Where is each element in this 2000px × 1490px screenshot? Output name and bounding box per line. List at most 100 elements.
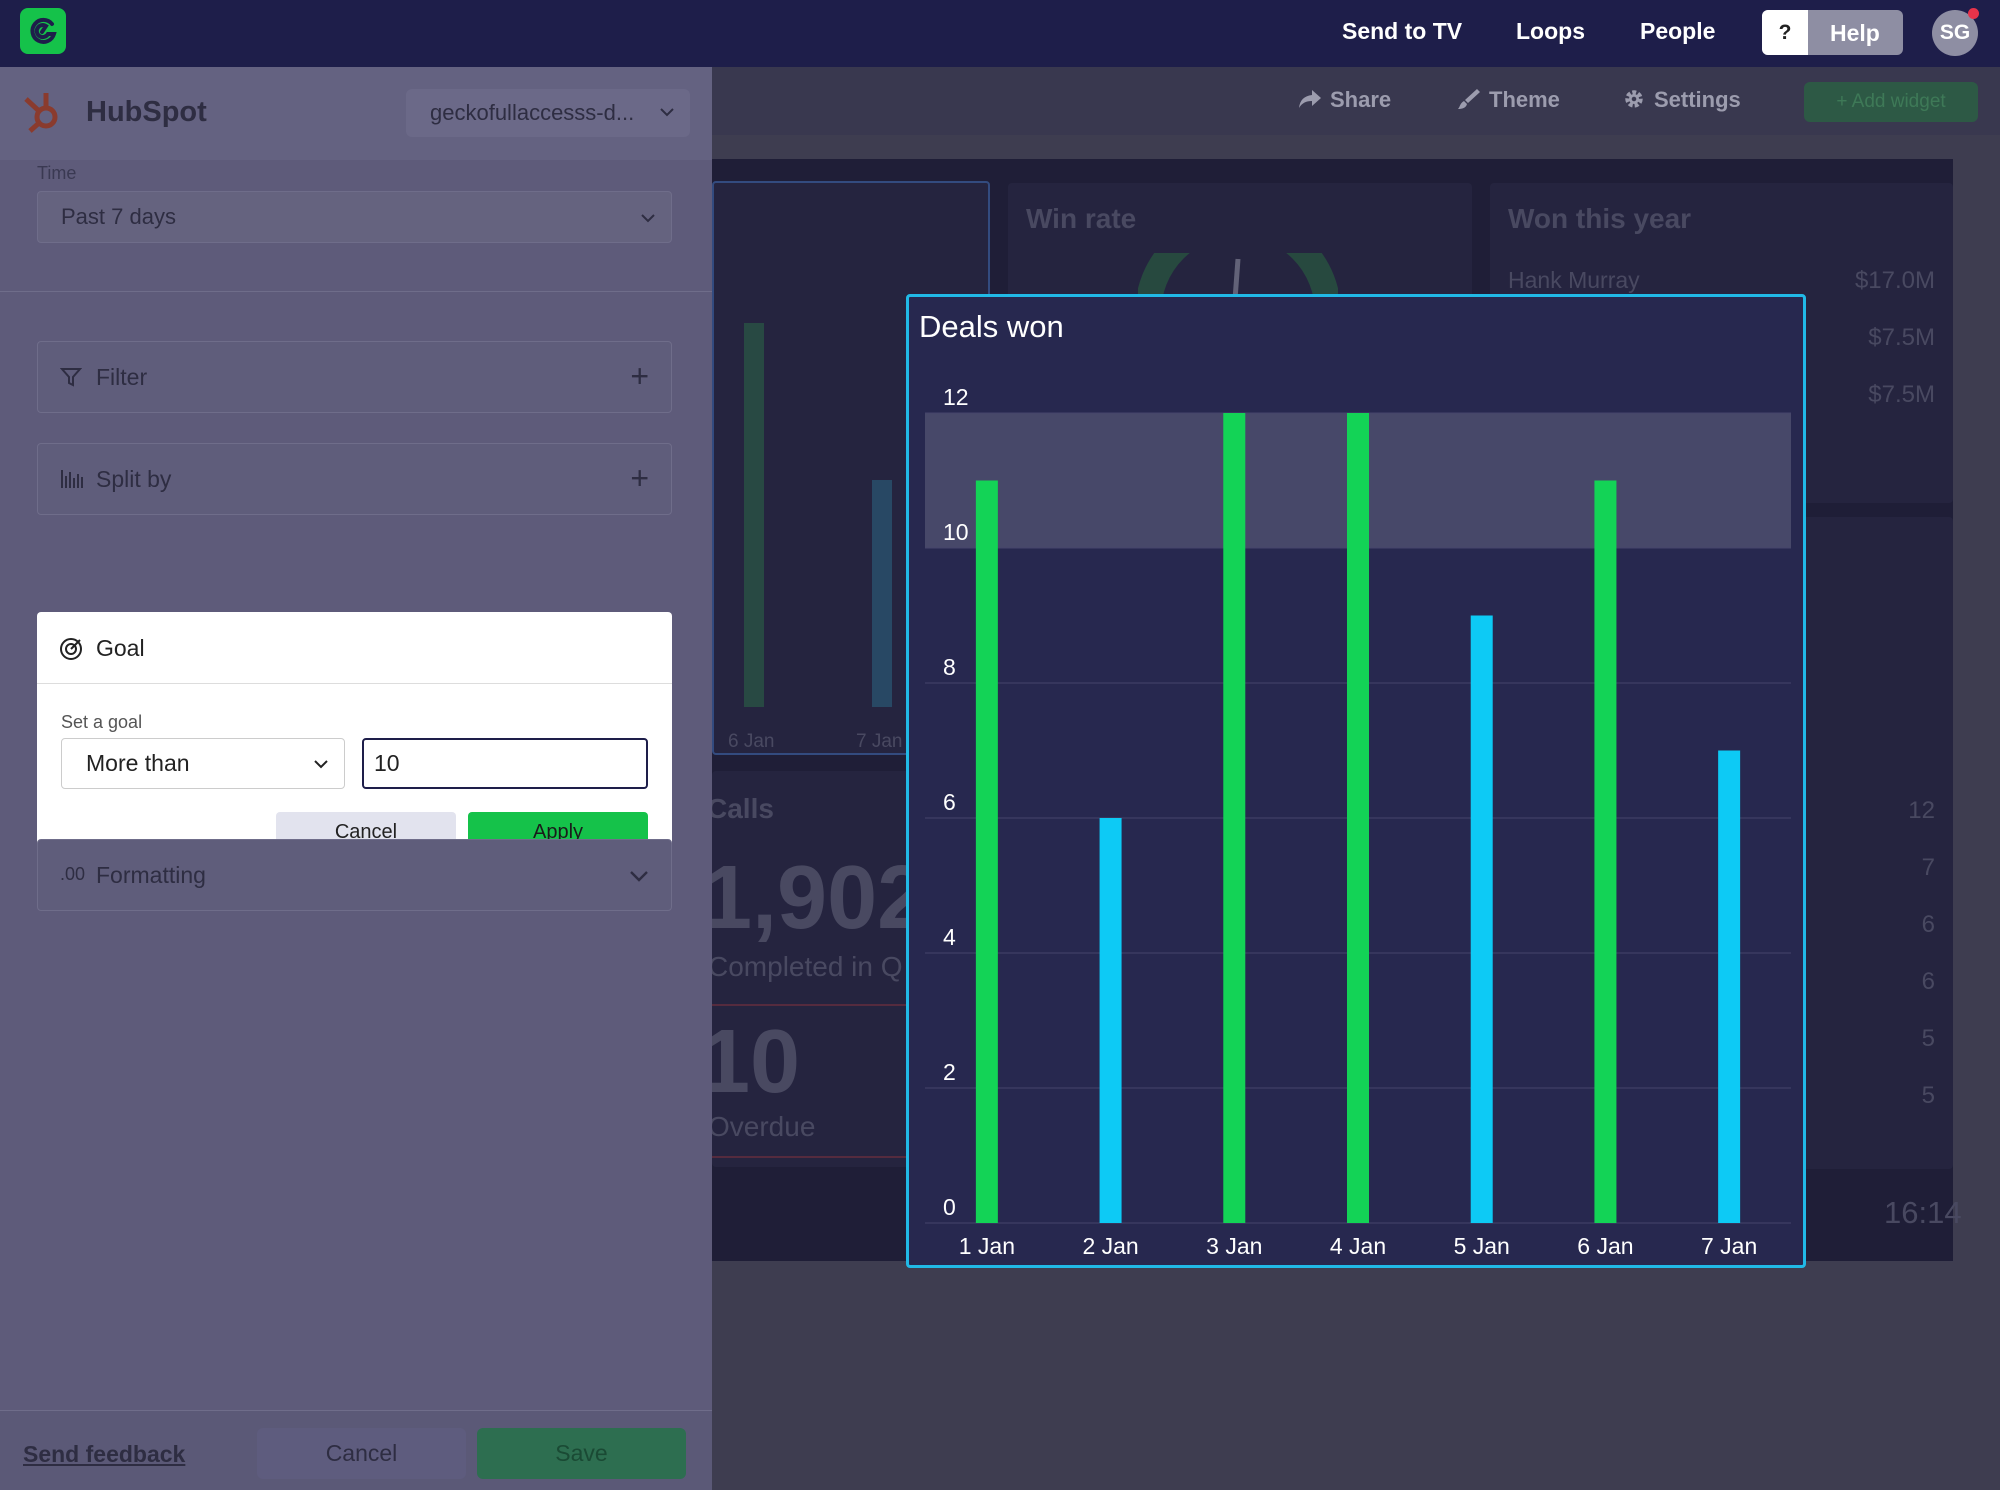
- goal-value-input[interactable]: [362, 738, 648, 789]
- chevron-down-icon[interactable]: [629, 870, 649, 882]
- win-rate-title: Win rate: [1026, 203, 1137, 234]
- chevron-down-icon: [314, 760, 328, 769]
- formatting-label: Formatting: [96, 862, 206, 888]
- time-select[interactable]: Past 7 days: [37, 191, 672, 243]
- x-tick-label: 3 Jan: [1206, 1233, 1262, 1259]
- goal-header: Goal: [37, 612, 672, 684]
- target-icon: [60, 638, 82, 660]
- share-label: Share: [1330, 87, 1392, 112]
- bar: [1718, 750, 1741, 1223]
- overdue-label: Overdue: [708, 1111, 816, 1142]
- calls-subtitle: Completed in Q: [708, 951, 903, 982]
- settings-button[interactable]: Settings: [1622, 87, 1741, 113]
- won-this-year-title: Won this year: [1508, 203, 1692, 234]
- deals-won-chart: 0 2 4 6 8 10 12 1 Jan 2 Jan 3 Jan 4 Jan 5 Jan 6 Jan 7…: [925, 384, 1791, 1259]
- list-value: 5: [1921, 1082, 1935, 1109]
- time-label: Time: [37, 163, 77, 183]
- nav-people[interactable]: People: [1640, 18, 1716, 44]
- bar: [1223, 413, 1246, 1223]
- hubspot-icon: [24, 93, 58, 133]
- bar: [1099, 818, 1122, 1223]
- divider: [712, 1156, 990, 1158]
- split-bars-icon: [61, 470, 83, 488]
- share-button[interactable]: Share: [1298, 87, 1391, 113]
- bar: [1594, 480, 1617, 1223]
- panel-footer: Send feedback Cancel Save: [0, 1410, 712, 1490]
- set-goal-label: Set a goal: [61, 712, 143, 732]
- chart-title: Deals won: [919, 309, 1064, 344]
- overdue-value: 10: [700, 1012, 801, 1112]
- bar: [1347, 413, 1369, 1223]
- gear-icon: [1625, 90, 1643, 108]
- add-widget-label: Add widget: [1851, 91, 1946, 112]
- theme-label: Theme: [1489, 87, 1560, 112]
- leaderboard-value: $7.5M: [1868, 381, 1935, 408]
- save-button[interactable]: Save: [477, 1428, 686, 1479]
- y-tick-label: 0: [943, 1194, 956, 1220]
- widget-config-panel: HubSpot geckofullaccesss-d... Time Past …: [0, 67, 712, 1490]
- y-tick-label: 4: [943, 924, 956, 950]
- bg-bar: [744, 323, 764, 707]
- bg-bar: [872, 480, 892, 707]
- leaderboard-name: Hank Murray: [1508, 267, 1640, 293]
- list-value: 5: [1921, 1025, 1935, 1052]
- bar: [975, 480, 998, 1223]
- decimal-format-icon: .00: [60, 864, 86, 884]
- cancel-button[interactable]: Cancel: [257, 1428, 466, 1479]
- formatting-section[interactable]: .00 Formatting: [37, 839, 672, 911]
- geckoboard-logo-icon[interactable]: [20, 8, 66, 54]
- x-tick-label: 2 Jan: [1082, 1233, 1138, 1259]
- add-filter-icon[interactable]: +: [630, 358, 649, 394]
- list-value: 6: [1921, 911, 1935, 938]
- y-tick-label: 2: [943, 1059, 956, 1085]
- goal-title: Goal: [96, 635, 145, 661]
- account-select[interactable]: geckofullaccesss-d...: [406, 89, 690, 137]
- calls-value: 1,902: [702, 848, 928, 948]
- divider: [712, 1004, 990, 1006]
- filter-icon: [60, 368, 82, 387]
- time-value: Past 7 days: [61, 204, 176, 229]
- logo-swirl-icon: [30, 17, 57, 44]
- y-tick-label: 8: [943, 654, 956, 680]
- x-tick-label: 1 Jan: [959, 1233, 1015, 1259]
- nav-loops[interactable]: Loops: [1516, 18, 1585, 44]
- add-widget-button[interactable]: + Add widget: [1804, 82, 1978, 122]
- send-feedback-link[interactable]: Send feedback: [23, 1441, 186, 1467]
- goal-comparator-select[interactable]: More than: [61, 738, 345, 789]
- chevron-down-icon: [660, 108, 674, 117]
- leaderboard-value: $17.0M: [1854, 267, 1935, 294]
- bar: [1470, 615, 1493, 1223]
- top-nav: Send to TV Loops People ? Help SG: [0, 0, 2000, 67]
- dashboard-clock: 16:14: [1884, 1195, 1962, 1230]
- help-question-icon: ?: [1762, 10, 1808, 55]
- x-tick-label: 6 Jan: [1577, 1233, 1633, 1259]
- list-value: 12: [1908, 797, 1935, 824]
- bg-axis-label: 7 Jan: [856, 731, 903, 752]
- filter-label: Filter: [96, 364, 148, 390]
- deals-won-widget[interactable]: Deals won 0 2 4 6 8 10 12 1 Jan 2 Jan 3 Jan 4 Jan 5…: [906, 294, 1806, 1268]
- help-label: Help: [1830, 20, 1880, 46]
- y-tick-label: 12: [943, 384, 969, 410]
- settings-label: Settings: [1654, 87, 1741, 112]
- x-tick-label: 5 Jan: [1454, 1233, 1510, 1259]
- filter-section[interactable]: Filter +: [37, 341, 672, 413]
- account-value: geckofullaccesss-d...: [430, 100, 635, 125]
- goal-comparator-value: More than: [86, 750, 190, 776]
- theme-button[interactable]: Theme: [1457, 87, 1560, 113]
- split-by-section[interactable]: Split by +: [37, 443, 672, 515]
- divider: [0, 291, 712, 292]
- y-tick-label: 10: [943, 519, 969, 545]
- list-value: 7: [1921, 854, 1935, 881]
- goal-section: Goal Set a goal More than Cancel Apply: [37, 612, 672, 876]
- split-by-label: Split by: [96, 466, 172, 492]
- chevron-down-icon: [641, 214, 655, 223]
- list-value: 6: [1921, 968, 1935, 995]
- help-button[interactable]: ? Help: [1762, 10, 1903, 55]
- notification-dot: [1968, 8, 1979, 19]
- datasource-name: HubSpot: [86, 96, 207, 128]
- y-tick-label: 6: [943, 789, 956, 815]
- dashboard-toolbar: Share Theme Settings: [712, 67, 2000, 135]
- brush-icon: [1458, 89, 1480, 109]
- add-split-icon[interactable]: +: [630, 460, 649, 496]
- nav-send-to-tv[interactable]: Send to TV: [1342, 18, 1463, 44]
